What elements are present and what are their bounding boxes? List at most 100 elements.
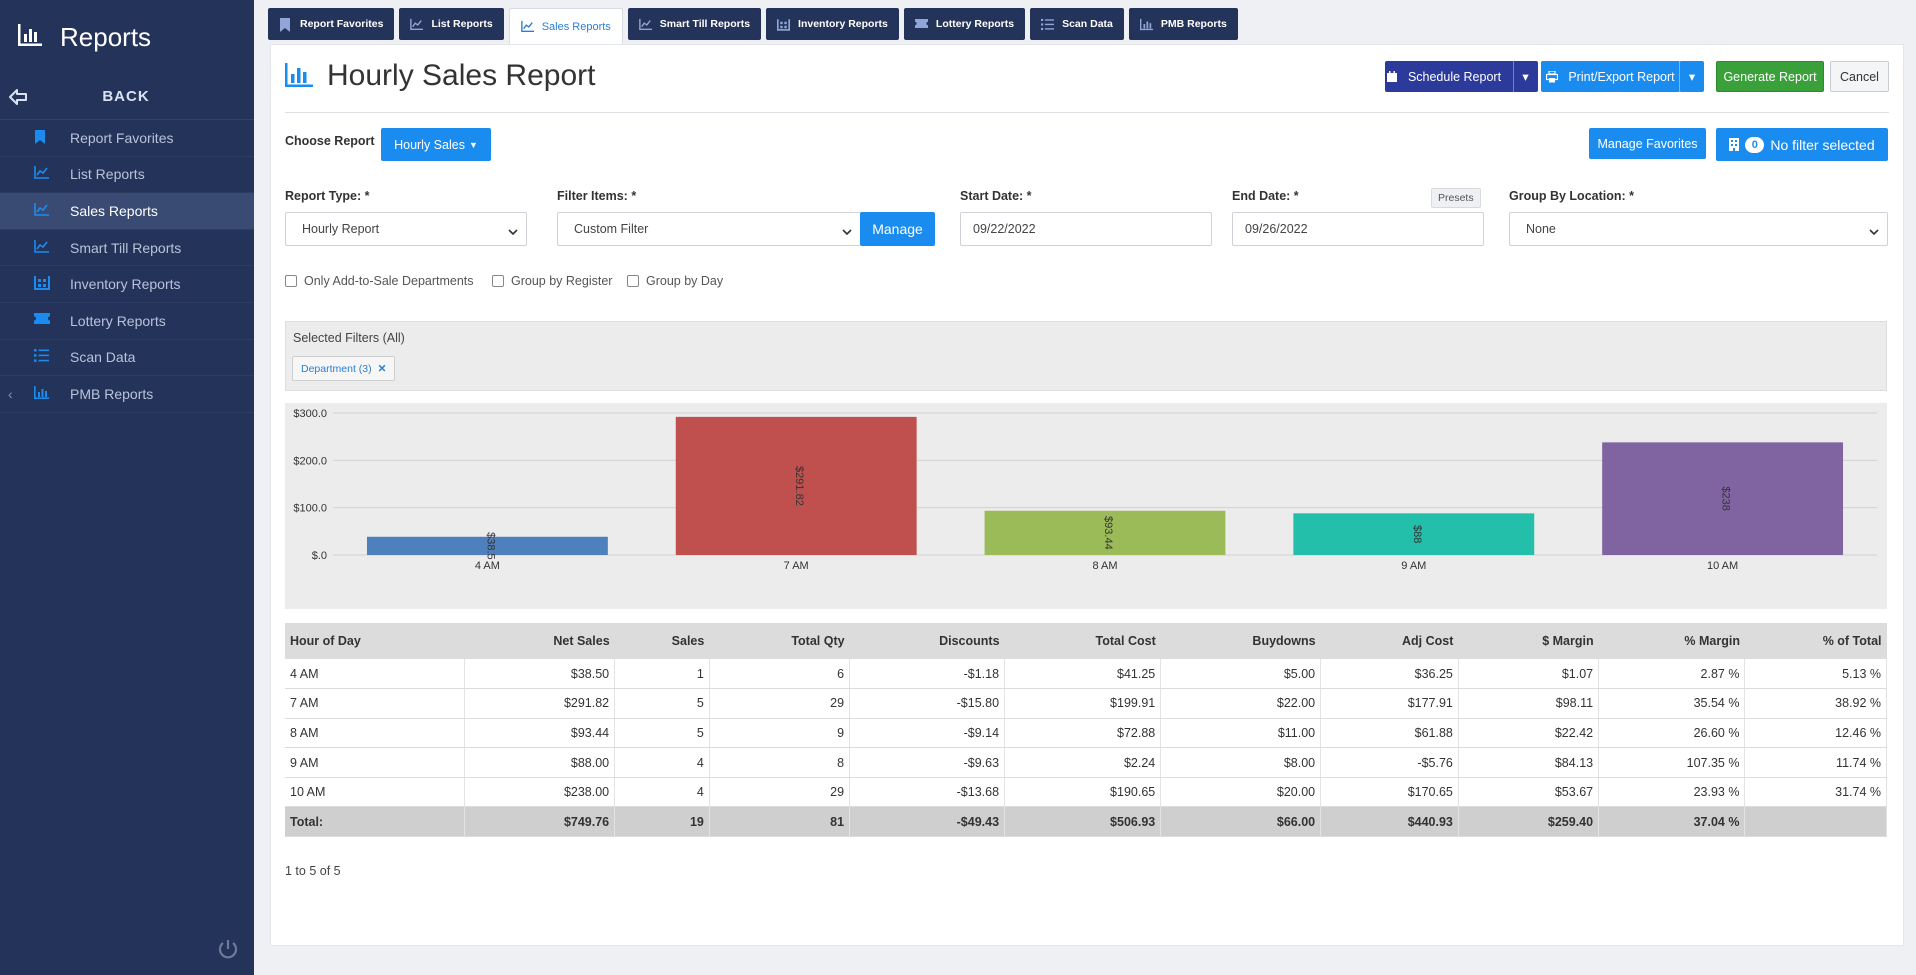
- checkbox[interactable]: [627, 275, 639, 287]
- group-by-register-checkbox[interactable]: Group by Register: [492, 274, 612, 288]
- sidebar-item-pmb-reports[interactable]: ‹ PMB Reports: [0, 376, 254, 413]
- table-cell: 10 AM: [285, 777, 466, 808]
- bookmark-icon: [34, 129, 50, 146]
- checkbox[interactable]: [285, 275, 297, 287]
- table-cell: 8: [709, 747, 851, 778]
- tab-smart-till-reports[interactable]: Smart Till Reports: [627, 8, 762, 40]
- table-cell: $22.42: [1458, 718, 1600, 749]
- column-header-buydowns[interactable]: Buydowns: [1160, 623, 1321, 659]
- manage-filter-button[interactable]: Manage: [860, 212, 935, 246]
- back-label: BACK: [102, 88, 150, 105]
- sidebar-item-smart-till-reports[interactable]: Smart Till Reports: [0, 230, 254, 267]
- tab-report-favorites[interactable]: Report Favorites: [268, 8, 395, 40]
- report-type-label: Report Type: *: [285, 189, 370, 203]
- table-cell: $177.91: [1320, 688, 1459, 719]
- total-cell: 81: [709, 806, 851, 838]
- group-location-select[interactable]: None: [1509, 212, 1888, 246]
- table-cell: -$5.76: [1320, 747, 1459, 778]
- chevron-down-icon[interactable]: ▾: [1513, 61, 1537, 92]
- table-cell: 8 AM: [285, 718, 466, 749]
- table-cell: 9: [709, 718, 851, 749]
- column-header-total-cost[interactable]: Total Cost: [1004, 623, 1161, 659]
- tab-label: PMB Reports: [1160, 18, 1227, 30]
- bar-value-label: $291.82: [793, 466, 805, 506]
- column-header-total-qty[interactable]: Total Qty: [709, 623, 850, 659]
- sidebar-item-list-reports[interactable]: List Reports: [0, 157, 254, 194]
- total-cell: -$49.43: [849, 806, 1006, 838]
- filter-items-select[interactable]: Custom Filter: [557, 212, 861, 246]
- column-header-sales[interactable]: Sales: [614, 623, 710, 659]
- x-tick-label: 7 AM: [784, 560, 809, 572]
- start-date-input[interactable]: 09/22/2022: [960, 212, 1212, 246]
- power-icon[interactable]: [216, 937, 240, 961]
- column-header-discounts[interactable]: Discounts: [849, 623, 1005, 659]
- column-header-adj-cost[interactable]: Adj Cost: [1320, 623, 1459, 659]
- table-cell: -$9.63: [849, 747, 1006, 778]
- filter-status-button[interactable]: 0 No filter selected: [1716, 128, 1888, 161]
- building-icon: [1729, 138, 1740, 151]
- bar-chart: $.0 $100.0 $200.0 $300.0 $38.54 AM $291.82 7 A…: [293, 408, 1877, 572]
- tab-pmb-reports[interactable]: PMB Reports: [1128, 8, 1238, 40]
- end-date-label: End Date: *: [1232, 189, 1299, 203]
- chevron-down-icon: [842, 225, 852, 239]
- sidebar-item-lottery-reports[interactable]: Lottery Reports: [0, 303, 254, 340]
- start-date-value: 09/22/2022: [973, 222, 1036, 236]
- tab-sales-reports[interactable]: Sales Reports: [508, 8, 623, 44]
- bar: [675, 416, 917, 555]
- filter-status-label: No filter selected: [1770, 136, 1875, 153]
- generate-report-button[interactable]: Generate Report: [1716, 61, 1824, 92]
- bar: [984, 510, 1226, 555]
- tab-lottery-reports[interactable]: Lottery Reports: [903, 8, 1026, 40]
- cancel-button[interactable]: Cancel: [1830, 61, 1889, 92]
- report-type-select[interactable]: Hourly Report: [285, 212, 527, 246]
- line-chart-icon: [410, 18, 424, 31]
- table-cell: 1: [614, 659, 710, 690]
- column-header-hour-of-day[interactable]: Hour of Day: [285, 623, 465, 659]
- sidebar-item-inventory-reports[interactable]: Inventory Reports: [0, 266, 254, 303]
- sidebar-item-report-favorites[interactable]: Report Favorites: [0, 120, 254, 157]
- back-button[interactable]: BACK: [0, 74, 254, 120]
- checkbox[interactable]: [492, 275, 504, 287]
- x-tick-label: 10 AM: [1707, 560, 1738, 572]
- group-by-day-checkbox[interactable]: Group by Day: [627, 274, 723, 288]
- total-cell: Total:: [285, 806, 466, 838]
- ticket-icon: [914, 18, 928, 31]
- chevron-down-icon: [1869, 225, 1879, 239]
- add-to-sale-checkbox[interactable]: Only Add-to-Sale Departments: [285, 274, 474, 288]
- sidebar-item-scan-data[interactable]: Scan Data: [0, 340, 254, 377]
- table-cell: 12.46 %: [1744, 718, 1887, 749]
- total-cell: 19: [614, 806, 710, 838]
- end-date-input[interactable]: 09/26/2022: [1232, 212, 1484, 246]
- column-header-margin[interactable]: $ Margin: [1458, 623, 1599, 659]
- choose-report-dropdown[interactable]: Hourly Sales ▼: [381, 128, 491, 161]
- tab-label: Smart Till Reports: [659, 18, 751, 30]
- table-cell: 5: [614, 718, 710, 749]
- total-cell: 37.04 %: [1598, 806, 1746, 838]
- close-icon[interactable]: ✕: [377, 362, 387, 375]
- department-filter-chip[interactable]: Department (3) ✕: [292, 356, 396, 381]
- sidebar-item-label: Report Favorites: [70, 129, 174, 146]
- table-cell: $5.00: [1160, 659, 1322, 690]
- table-cell: $199.91: [1004, 688, 1162, 719]
- tab-scan-data[interactable]: Scan Data: [1030, 8, 1124, 40]
- choose-report-value: Hourly Sales: [394, 137, 465, 152]
- sidebar-item-label: Sales Reports: [70, 202, 158, 219]
- column-header-net-sales[interactable]: Net Sales: [464, 623, 615, 659]
- sidebar-item-label: List Reports: [70, 166, 145, 183]
- table-cell: 107.35 %: [1598, 747, 1746, 778]
- line-chart-icon: [520, 20, 534, 33]
- presets-button[interactable]: Presets: [1431, 188, 1481, 208]
- tab-list-reports[interactable]: List Reports: [399, 8, 504, 40]
- column-header-of-total[interactable]: % of Total: [1744, 623, 1887, 659]
- sidebar-item-sales-reports[interactable]: Sales Reports: [0, 193, 254, 230]
- bar-value-label: $38.5: [484, 532, 496, 560]
- table-row: 4 AM $38.50 1 6 -$1.18 $41.25 $5.00 $36.25 $1.07…: [285, 659, 1887, 690]
- back-arrow-icon: [8, 88, 28, 106]
- line-chart-icon: [34, 166, 50, 182]
- manage-favorites-button[interactable]: Manage Favorites: [1589, 128, 1706, 159]
- column-header-margin[interactable]: % Margin: [1598, 623, 1745, 659]
- print-export-button[interactable]: Print/Export Report: [1541, 61, 1680, 92]
- schedule-report-button[interactable]: Schedule Report ▾: [1385, 61, 1538, 92]
- tab-inventory-reports[interactable]: Inventory Reports: [766, 8, 899, 40]
- print-export-dropdown[interactable]: ▾: [1679, 61, 1704, 92]
